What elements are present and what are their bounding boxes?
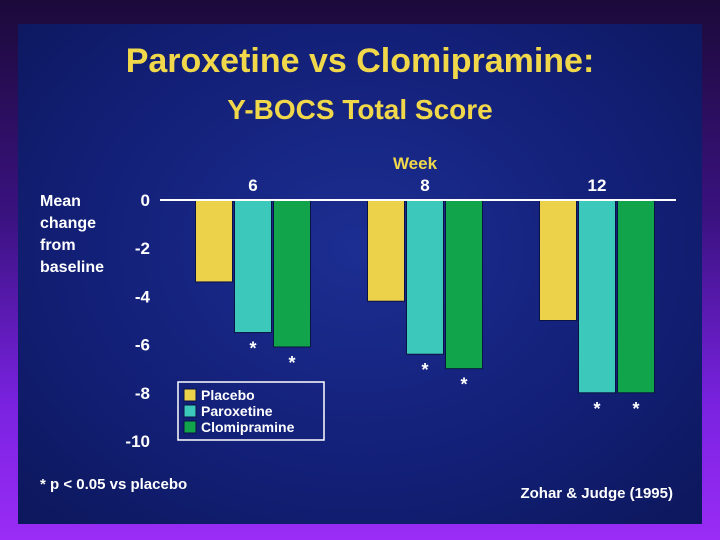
bars bbox=[195, 199, 655, 394]
x-category-label: 6 bbox=[248, 176, 257, 195]
significance-star: * bbox=[249, 339, 256, 359]
footnote: * p < 0.05 vs placebo bbox=[40, 476, 187, 493]
significance-star: * bbox=[288, 353, 295, 373]
legend-box bbox=[177, 381, 325, 441]
chart-title: Paroxetine vs Clomipramine: bbox=[126, 42, 595, 80]
y-tick-label: -8 bbox=[135, 384, 150, 403]
legend-label-placebo: Placebo bbox=[201, 387, 255, 403]
legend-swatch-clomipramine bbox=[183, 420, 197, 434]
bar-paroxetine-week-12 bbox=[578, 199, 616, 394]
bar-clomipramine-week-6 bbox=[273, 199, 311, 348]
y-axis-label-line: from bbox=[40, 237, 76, 254]
bar-paroxetine-week-6 bbox=[234, 199, 272, 334]
legend-label-paroxetine: Paroxetine bbox=[201, 403, 273, 419]
bar-paroxetine-week-8 bbox=[406, 199, 444, 355]
x-category-label: 8 bbox=[420, 176, 429, 195]
x-axis-categories: 6 8 12 bbox=[248, 176, 606, 195]
y-tick-label: -6 bbox=[135, 336, 150, 355]
x-category-label: 12 bbox=[588, 176, 607, 195]
significance-star: * bbox=[421, 360, 428, 380]
y-axis-label-line: Mean bbox=[40, 193, 81, 210]
bar-placebo-week-8 bbox=[367, 199, 405, 302]
y-tick-label: -4 bbox=[135, 287, 151, 306]
slide: Paroxetine vs Clomipramine: Y-BOCS Total… bbox=[18, 24, 702, 524]
chart-subtitle: Y-BOCS Total Score bbox=[227, 94, 493, 125]
y-axis-label-line: baseline bbox=[40, 259, 104, 276]
x-axis-label: Week bbox=[393, 154, 438, 173]
bar-clomipramine-week-8 bbox=[445, 199, 483, 370]
significance-star: * bbox=[632, 399, 639, 419]
significance-markers: * * * * * * bbox=[249, 339, 639, 419]
bar-placebo-week-12 bbox=[539, 199, 577, 321]
y-tick-label: -10 bbox=[125, 432, 150, 451]
chart: Paroxetine vs Clomipramine: Y-BOCS Total… bbox=[40, 42, 676, 502]
legend-swatch-paroxetine bbox=[183, 404, 197, 418]
significance-star: * bbox=[460, 375, 467, 395]
bar-placebo-week-6 bbox=[195, 199, 233, 283]
legend-label-clomipramine: Clomipramine bbox=[201, 419, 295, 435]
legend-swatch-placebo bbox=[183, 388, 197, 402]
bar-clomipramine-week-12 bbox=[617, 199, 655, 394]
significance-star: * bbox=[593, 399, 600, 419]
y-axis-ticks: 0 -2 -4 -6 -8 -10 bbox=[125, 191, 150, 451]
citation: Zohar & Judge (1995) bbox=[520, 485, 673, 502]
y-tick-label: 0 bbox=[141, 191, 150, 210]
y-axis-label: Mean change from baseline bbox=[40, 193, 104, 276]
y-axis-label-line: change bbox=[40, 215, 96, 232]
y-tick-label: -2 bbox=[135, 239, 150, 258]
